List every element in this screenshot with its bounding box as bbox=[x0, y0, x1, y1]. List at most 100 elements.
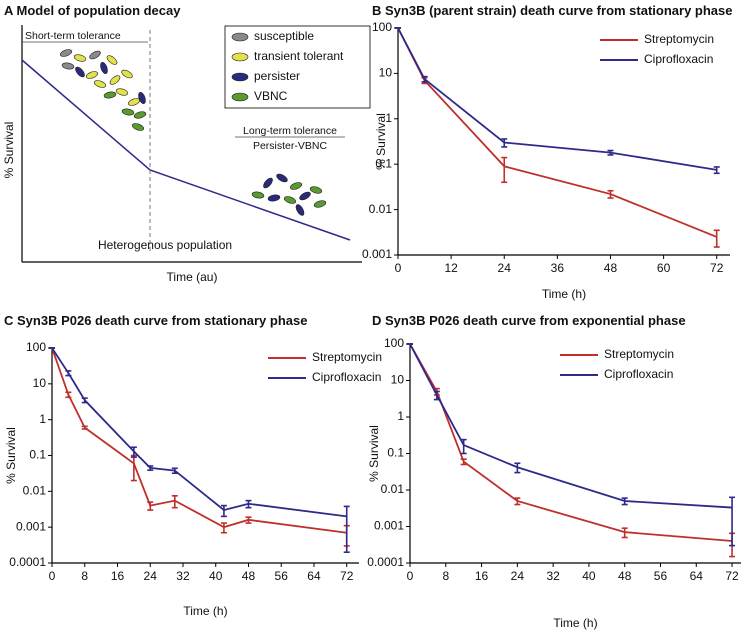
x-axis-label: Time (au) bbox=[167, 270, 218, 284]
y-tick-label: 0.001 bbox=[362, 247, 392, 261]
series-line bbox=[51, 347, 347, 518]
legend-box bbox=[224, 25, 371, 109]
panel-title: C Syn3B P026 death curve from stationary… bbox=[4, 313, 307, 328]
error-bar bbox=[713, 166, 720, 175]
y-tick-label: 0.0001 bbox=[367, 555, 404, 569]
y-axis-label: % Survival bbox=[367, 425, 381, 482]
x-tick-label: 12 bbox=[444, 261, 458, 275]
x-tick-label: 64 bbox=[307, 569, 321, 583]
error-bar bbox=[245, 499, 252, 509]
y-tick-label: 0.001 bbox=[16, 519, 46, 533]
x-tick-label: 24 bbox=[144, 569, 158, 583]
error-bar bbox=[147, 501, 154, 511]
y-tick-label: 0.001 bbox=[374, 519, 404, 533]
x-tick-label: 72 bbox=[710, 261, 724, 275]
y-tick-label: 0.01 bbox=[369, 202, 393, 216]
x-tick-label: 56 bbox=[654, 569, 668, 583]
error-bar bbox=[130, 446, 137, 458]
x-tick-label: 48 bbox=[242, 569, 256, 583]
x-tick-label: 64 bbox=[690, 569, 704, 583]
annotation: Persister-VBNC bbox=[253, 140, 328, 152]
legend-swatch bbox=[231, 52, 249, 62]
error-bar bbox=[433, 390, 440, 401]
legend-label: persister bbox=[254, 69, 300, 83]
y-tick-label: 100 bbox=[26, 340, 46, 354]
x-tick-label: 24 bbox=[511, 569, 525, 583]
series-line bbox=[409, 343, 733, 509]
error-bar bbox=[147, 465, 154, 471]
series-line bbox=[397, 27, 717, 171]
x-tick-label: 24 bbox=[498, 261, 512, 275]
x-tick-label: 40 bbox=[582, 569, 596, 583]
error-bar bbox=[171, 495, 178, 509]
x-tick-label: 48 bbox=[604, 261, 618, 275]
legend-label: VBNC bbox=[254, 89, 288, 103]
y-tick-label: 0.1 bbox=[387, 446, 404, 460]
annotation: Short-term tolerance bbox=[25, 30, 121, 42]
series-line bbox=[51, 347, 347, 534]
y-axis-label: % Survival bbox=[374, 113, 388, 170]
legend-label: Streptomycin bbox=[644, 32, 714, 46]
x-tick-label: 16 bbox=[475, 569, 489, 583]
title-text: Model of population decay bbox=[17, 3, 182, 18]
y-tick-label: 0.1 bbox=[375, 156, 392, 170]
legend-label: Ciprofloxacin bbox=[312, 370, 381, 384]
error-bar bbox=[460, 438, 467, 455]
error-bar bbox=[245, 516, 252, 524]
x-tick-label: 72 bbox=[725, 569, 739, 583]
panel-letter: B bbox=[372, 3, 381, 18]
y-tick-label: 1 bbox=[385, 111, 392, 125]
legend-swatch bbox=[231, 32, 249, 42]
y-tick-label: 10 bbox=[391, 373, 405, 387]
y-tick-label: 10 bbox=[33, 376, 47, 390]
legend-label: Streptomycin bbox=[604, 347, 674, 361]
error-bar bbox=[421, 75, 428, 83]
error-bar bbox=[607, 149, 614, 156]
panel-letter: C bbox=[4, 313, 14, 328]
x-tick-label: 32 bbox=[176, 569, 190, 583]
panel-letter: D bbox=[372, 313, 381, 328]
y-tick-label: 0.0001 bbox=[9, 555, 46, 569]
y-tick-label: 0.01 bbox=[23, 484, 47, 498]
panel-title: B Syn3B (parent strain) death curve from… bbox=[372, 3, 733, 18]
title-text: Syn3B (parent strain) death curve from s… bbox=[385, 3, 732, 18]
y-tick-label: 1 bbox=[397, 409, 404, 423]
legend-label: transient tolerant bbox=[254, 49, 344, 63]
title-text: Syn3B P026 death curve from stationary p… bbox=[17, 313, 307, 328]
y-tick-label: 100 bbox=[384, 336, 404, 350]
error-bar bbox=[514, 462, 521, 474]
series-line bbox=[409, 343, 733, 542]
error-bar bbox=[220, 522, 227, 534]
legend-label: Ciprofloxacin bbox=[604, 367, 673, 381]
error-bar bbox=[713, 229, 720, 248]
annotation: Long-term tolerance bbox=[243, 125, 337, 137]
legend-swatch bbox=[231, 92, 249, 102]
title-text: Syn3B P026 death curve from exponential … bbox=[385, 313, 686, 328]
schematic: Short-term tolerance Long-term tolerance… bbox=[2, 25, 371, 284]
y-tick-label: 1 bbox=[39, 412, 46, 426]
y-tick-label: 10 bbox=[379, 66, 393, 80]
error-bar bbox=[81, 397, 88, 404]
y-axis-label: % Survival bbox=[4, 427, 18, 484]
legend-label: susceptible bbox=[254, 29, 314, 43]
cells bbox=[59, 49, 327, 216]
x-tick-label: 60 bbox=[657, 261, 671, 275]
panel-title: D Syn3B P026 death curve from exponentia… bbox=[372, 313, 686, 328]
error-bar bbox=[81, 425, 88, 430]
y-tick-label: 0.01 bbox=[381, 482, 405, 496]
error-bar bbox=[220, 504, 227, 518]
error-bar bbox=[621, 497, 628, 506]
error-bar bbox=[460, 458, 467, 466]
x-axis-label: Time (h) bbox=[553, 616, 597, 630]
x-tick-label: 8 bbox=[442, 569, 449, 583]
x-tick-label: 16 bbox=[111, 569, 125, 583]
x-tick-label: 72 bbox=[340, 569, 354, 583]
panel-title: A Model of population decay bbox=[4, 3, 181, 18]
y-tick-label: 0.1 bbox=[29, 448, 46, 462]
error-bar bbox=[65, 391, 72, 399]
error-bar bbox=[621, 527, 628, 539]
annotation: Heterogenous population bbox=[98, 238, 232, 252]
panel-letter: A bbox=[4, 3, 14, 18]
x-tick-label: 48 bbox=[618, 569, 632, 583]
